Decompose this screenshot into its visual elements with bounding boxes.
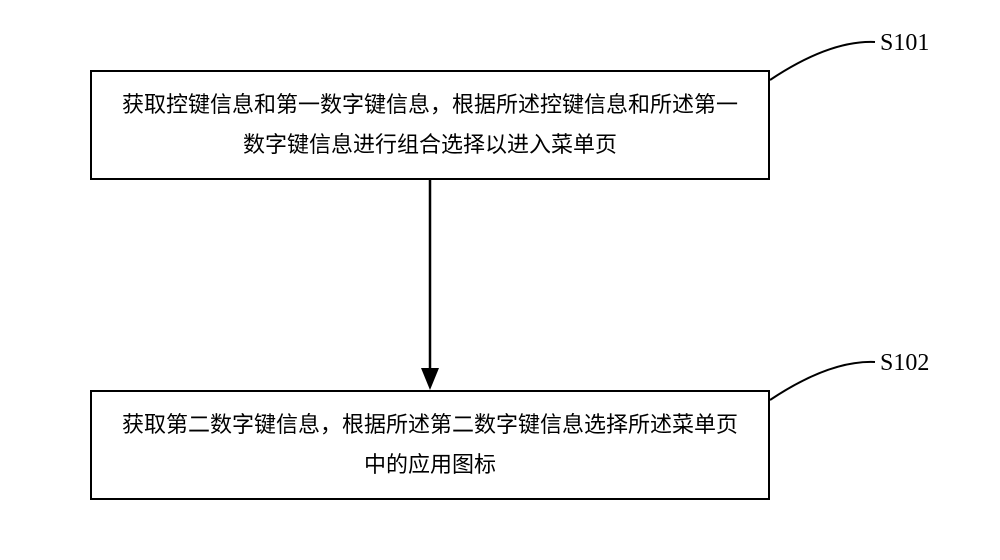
flow-step-s101-text: 获取控键信息和第一数字键信息，根据所述控键信息和所述第一数字键信息进行组合选择以… [112, 85, 748, 164]
flow-step-s101: 获取控键信息和第一数字键信息，根据所述控键信息和所述第一数字键信息进行组合选择以… [90, 70, 770, 180]
flow-step-s102: 获取第二数字键信息，根据所述第二数字键信息选择所述菜单页中的应用图标 [90, 390, 770, 500]
flow-step-label-s102-text: S102 [880, 350, 929, 376]
callout-s101 [770, 42, 875, 80]
flow-step-s102-text: 获取第二数字键信息，根据所述第二数字键信息选择所述菜单页中的应用图标 [112, 405, 748, 484]
edge-s101-s102-arrowhead [421, 368, 439, 390]
flow-step-label-s102: S102 [880, 350, 929, 377]
callout-s102 [770, 362, 875, 400]
flow-step-label-s101-text: S101 [880, 30, 929, 56]
flow-step-label-s101: S101 [880, 30, 929, 57]
